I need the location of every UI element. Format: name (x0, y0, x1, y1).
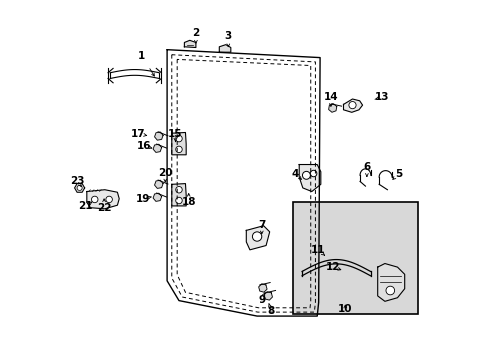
Circle shape (77, 185, 82, 190)
Polygon shape (184, 40, 196, 48)
Text: 4: 4 (291, 168, 298, 179)
Text: 20: 20 (158, 168, 172, 178)
Text: 2: 2 (192, 28, 199, 38)
Polygon shape (258, 284, 266, 292)
Circle shape (348, 102, 355, 109)
Polygon shape (75, 184, 84, 192)
Polygon shape (219, 45, 230, 52)
FancyBboxPatch shape (292, 202, 418, 314)
Polygon shape (246, 226, 269, 250)
Polygon shape (171, 184, 186, 206)
Circle shape (175, 135, 182, 142)
Polygon shape (299, 165, 320, 192)
Circle shape (385, 286, 394, 295)
Text: 15: 15 (168, 129, 182, 139)
Text: 19: 19 (136, 194, 150, 204)
Circle shape (106, 196, 112, 203)
Text: 17: 17 (131, 129, 145, 139)
Circle shape (91, 196, 98, 203)
Circle shape (252, 232, 261, 241)
Polygon shape (153, 144, 162, 152)
Polygon shape (154, 132, 163, 140)
Circle shape (310, 170, 316, 177)
Text: 6: 6 (363, 162, 370, 172)
Polygon shape (153, 193, 162, 201)
Text: 5: 5 (395, 168, 402, 179)
Polygon shape (343, 99, 362, 112)
Text: 7: 7 (258, 220, 265, 230)
Text: 9: 9 (258, 294, 265, 305)
Text: 21: 21 (78, 201, 92, 211)
Text: 16: 16 (136, 141, 151, 151)
Polygon shape (87, 190, 119, 209)
Circle shape (175, 186, 182, 193)
Polygon shape (264, 292, 272, 300)
Text: 22: 22 (97, 203, 111, 213)
Text: 18: 18 (181, 197, 196, 207)
Text: 10: 10 (337, 304, 352, 314)
Text: 1: 1 (138, 51, 145, 61)
Text: 3: 3 (224, 31, 231, 41)
Circle shape (175, 197, 182, 204)
Text: 12: 12 (325, 262, 339, 272)
Polygon shape (171, 132, 186, 155)
Polygon shape (154, 180, 163, 188)
Text: 8: 8 (267, 306, 275, 316)
Text: 14: 14 (323, 92, 338, 102)
Circle shape (302, 171, 310, 179)
Polygon shape (328, 104, 336, 112)
Polygon shape (377, 264, 404, 301)
Circle shape (175, 146, 182, 153)
Text: 13: 13 (374, 92, 388, 102)
Text: 23: 23 (70, 176, 84, 186)
Text: 11: 11 (310, 245, 325, 255)
